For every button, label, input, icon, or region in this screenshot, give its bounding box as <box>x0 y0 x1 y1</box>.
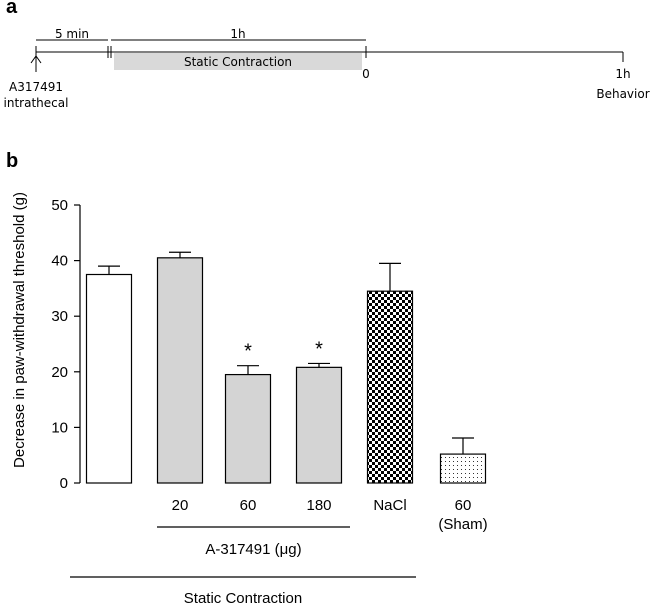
bar <box>439 453 487 484</box>
interval-1h-label: 1h <box>230 27 245 41</box>
time-end-label: 1h <box>615 67 630 81</box>
injection-arrow-icon <box>30 55 42 64</box>
y-tick-label: 20 <box>51 364 68 381</box>
bar <box>224 373 272 484</box>
y-tick-label: 0 <box>60 475 68 492</box>
y-tick-label: 50 <box>51 197 68 214</box>
bars: * * <box>85 251 487 484</box>
static-contraction-label: Static Contraction <box>184 55 292 69</box>
panel-b-label: b <box>6 150 19 172</box>
injection-label-line1: A317491 <box>9 80 63 94</box>
x-tick-label: 180 <box>306 497 331 514</box>
timeline-diagram: 5 min 1h Static Contraction A317491 intr… <box>4 27 650 110</box>
bar <box>295 366 343 484</box>
y-axis-label: Decrease in paw-withdrawal threshold (g) <box>11 192 28 468</box>
x-tick-label: 20 <box>172 497 189 514</box>
interval-5min-label: 5 min <box>55 27 89 41</box>
x-tick-label: (Sham) <box>438 516 487 533</box>
static-contraction-bar <box>114 53 362 70</box>
time-zero-label: 0 <box>362 67 370 81</box>
group-brackets: A-317491 (μg) Static Contraction <box>70 526 416 606</box>
x-tick-label: 60 <box>455 497 472 514</box>
bar <box>366 290 414 484</box>
bar <box>156 257 204 484</box>
y-tick-label: 40 <box>51 253 68 270</box>
x-tick-labels: 20 60 180 NaCl 60 (Sham) <box>172 497 488 533</box>
significance-marker: * <box>315 338 323 360</box>
y-tick-label: 30 <box>51 308 68 325</box>
x-tick-label: 60 <box>240 497 257 514</box>
injection-label-line2: intrathecal <box>4 96 69 110</box>
bar <box>85 273 133 484</box>
significance-marker: * <box>244 341 252 363</box>
group-label: Static Contraction <box>184 590 302 606</box>
behavior-label: Behavior <box>596 87 649 101</box>
y-tick-label: 10 <box>51 419 68 436</box>
bar-chart: Decrease in paw-withdrawal threshold (g)… <box>11 192 488 606</box>
group-label: A-317491 (μg) <box>205 541 301 558</box>
panel-a-label: a <box>6 0 18 18</box>
y-ticks: 0 10 20 30 40 50 <box>51 197 80 492</box>
x-tick-label: NaCl <box>373 497 406 514</box>
